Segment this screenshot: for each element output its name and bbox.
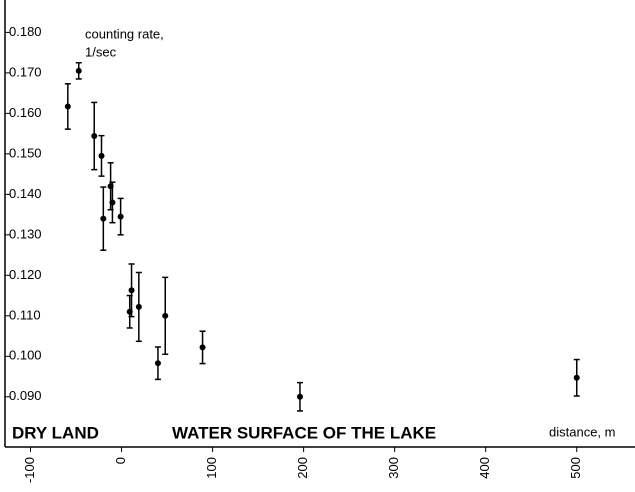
point (296, 393, 303, 400)
point (64, 103, 71, 110)
point (128, 287, 135, 294)
point (91, 133, 98, 140)
x-tick-label: 300 (386, 457, 401, 479)
y-label: counting rate, (85, 26, 164, 41)
y-tick-label: 0.110 (9, 307, 41, 322)
x-tick-label: 200 (295, 457, 310, 479)
y-tick-label: 0.150 (9, 145, 42, 160)
point (100, 215, 107, 222)
y-tick-label: 0.180 (9, 24, 42, 39)
x-tick-label: -100 (22, 457, 37, 483)
y-tick-label: 0.130 (9, 226, 42, 241)
y-label: 1/sec (85, 44, 117, 59)
y-tick-label: 0.160 (9, 105, 42, 120)
point (98, 152, 105, 159)
x-tick-label: 0 (113, 457, 128, 464)
y-tick-label: 0.120 (9, 267, 42, 282)
point (199, 344, 206, 351)
point (117, 213, 124, 220)
annotation: DRY LAND (12, 423, 99, 442)
x-tick-label: 400 (477, 457, 492, 479)
y-tick-label: 0.090 (9, 388, 42, 403)
x-tick-label: 100 (204, 457, 219, 479)
point (573, 374, 580, 381)
point (75, 67, 82, 74)
point (154, 360, 161, 367)
point (135, 303, 142, 310)
y-tick-label: 0.170 (9, 64, 42, 79)
x-label: distance, m (549, 424, 615, 439)
x-tick-label: 500 (568, 457, 583, 479)
point (109, 199, 116, 206)
y-tick-label: 0.140 (9, 186, 42, 201)
annotation: WATER SURFACE OF THE LAKE (172, 423, 436, 442)
point (162, 312, 169, 319)
y-tick-label: 0.100 (9, 348, 42, 363)
